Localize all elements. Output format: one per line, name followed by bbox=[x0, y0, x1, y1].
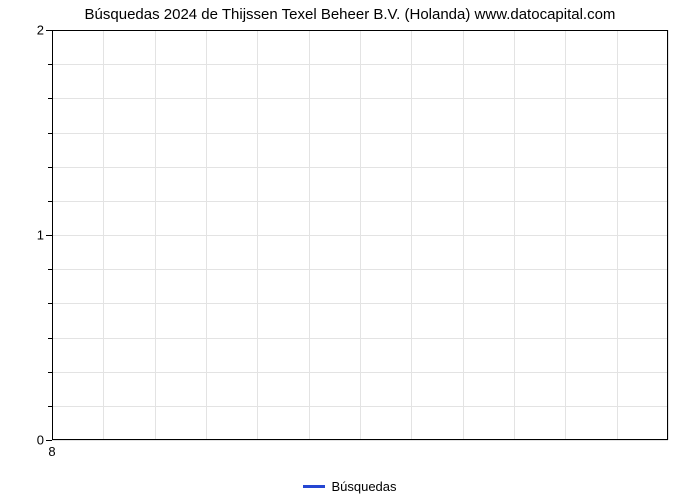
plot-border-bottom bbox=[52, 439, 668, 440]
grid-line-horizontal bbox=[52, 406, 668, 407]
y-tick-label: 2 bbox=[37, 23, 44, 38]
grid-line-horizontal bbox=[52, 235, 668, 236]
legend: Búsquedas bbox=[0, 479, 700, 494]
plot-border-top bbox=[52, 30, 668, 31]
grid-line-horizontal bbox=[52, 303, 668, 304]
legend-label: Búsquedas bbox=[331, 479, 396, 494]
plot-border-right bbox=[667, 30, 668, 440]
grid-line-horizontal bbox=[52, 372, 668, 373]
grid-line-horizontal bbox=[52, 201, 668, 202]
grid-line-vertical bbox=[668, 30, 669, 440]
grid-line-horizontal bbox=[52, 98, 668, 99]
y-tick-label: 1 bbox=[37, 228, 44, 243]
grid-line-horizontal bbox=[52, 338, 668, 339]
chart-title: Búsquedas 2024 de Thijssen Texel Beheer … bbox=[0, 6, 700, 23]
grid-line-horizontal bbox=[52, 269, 668, 270]
grid-line-horizontal bbox=[52, 440, 668, 441]
legend-swatch bbox=[303, 485, 325, 488]
y-tick-label: 0 bbox=[37, 433, 44, 448]
grid-line-horizontal bbox=[52, 167, 668, 168]
grid-line-horizontal bbox=[52, 64, 668, 65]
chart-container: Búsquedas 2024 de Thijssen Texel Beheer … bbox=[0, 0, 700, 500]
y-tick-mark bbox=[46, 440, 52, 441]
grid-line-horizontal bbox=[52, 133, 668, 134]
plot-area: 0128 bbox=[52, 30, 668, 440]
x-tick-label: 8 bbox=[48, 444, 55, 459]
plot-border-left bbox=[52, 30, 53, 440]
